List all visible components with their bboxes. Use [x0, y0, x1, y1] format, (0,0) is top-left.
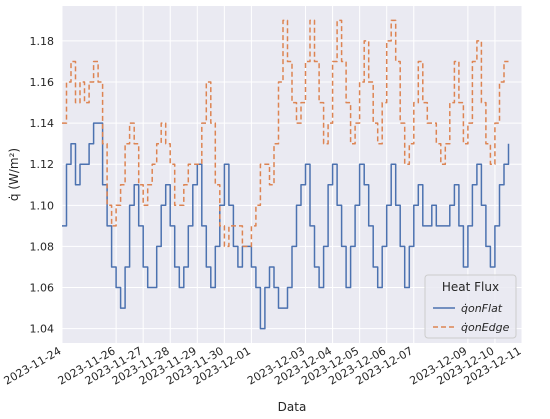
legend: Heat Flux q̇onFlat q̇onEdge [424, 274, 517, 339]
series-layer [62, 19, 510, 330]
x-axis-ticks: 2023-11-242023-11-262023-11-272023-11-28… [2, 344, 524, 387]
y-tick-label: 1.14 [30, 117, 55, 130]
y-tick-label: 1.04 [30, 323, 55, 336]
x-tick-label: 2023-11-24 [2, 344, 64, 387]
grid-lines [61, 6, 523, 343]
series-line-2 [62, 19, 509, 248]
y-tick-label: 1.08 [30, 240, 55, 253]
legend-title: Heat Flux [442, 280, 499, 294]
legend-label-1: q̇onFlat [461, 302, 503, 315]
legend-box [424, 274, 517, 339]
legend-label-2: q̇onEdge [461, 321, 510, 334]
x-axis-label: Data [278, 400, 307, 414]
y-tick-label: 1.12 [30, 158, 55, 171]
y-axis-ticks: 1.04 1.06 1.08 1.10 1.12 1.14 1.16 1.18 [30, 35, 55, 336]
y-tick-label: 1.18 [30, 35, 55, 48]
y-tick-label: 1.06 [30, 282, 55, 295]
series-line-1 [62, 122, 510, 330]
y-tick-label: 1.16 [30, 76, 55, 89]
legend-items: q̇onFlat q̇onEdge [433, 302, 510, 334]
y-tick-label: 1.10 [30, 199, 55, 212]
y-axis-label: q̇ (W/m²) [7, 148, 21, 201]
